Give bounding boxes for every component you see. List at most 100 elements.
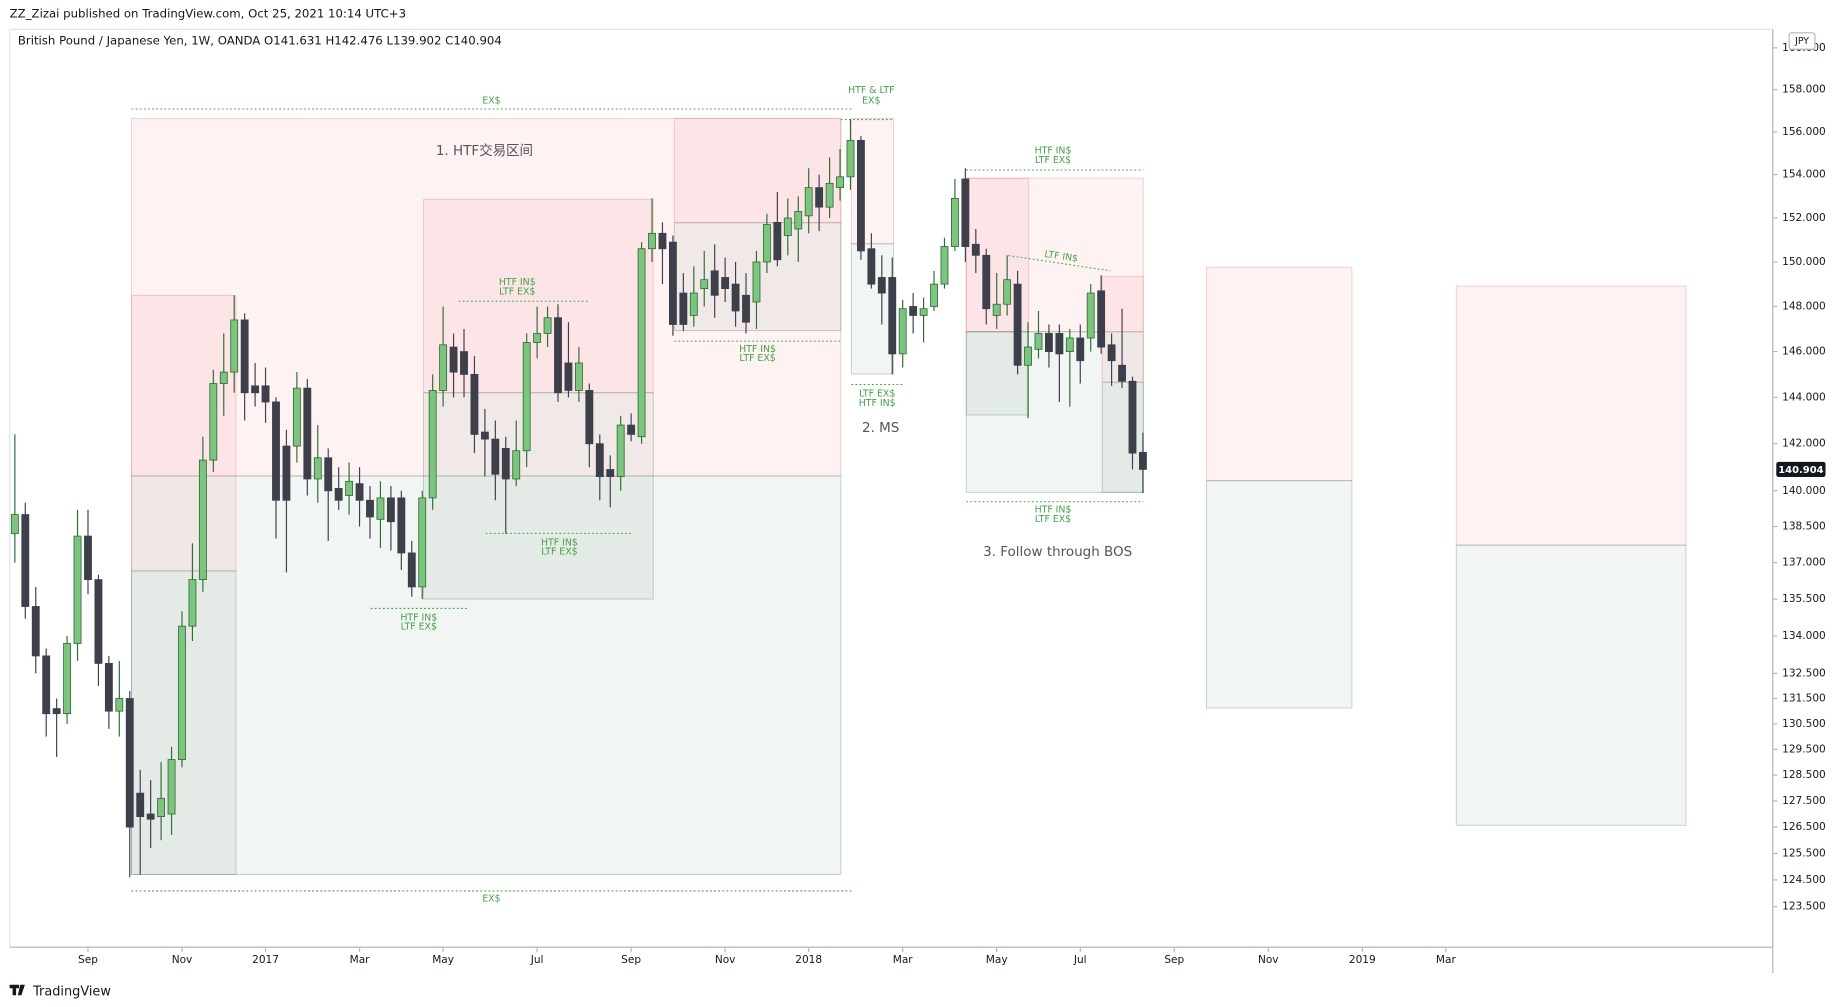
y-tick-label: 152.000 [1782,212,1826,224]
x-tick-label: May [986,954,1008,966]
currency-label: JPY [1794,36,1809,47]
candle-body [668,241,677,325]
candle-body [240,319,249,394]
zone [1206,266,1353,482]
candle-body [63,643,72,715]
candle-body [825,182,834,208]
symbol-legend: British Pound / Japanese Yen, 1W, OANDA … [18,34,502,48]
candle-body [888,277,897,355]
x-tick-label: Nov [1258,954,1279,966]
candle-body [52,708,61,715]
candle-body [73,535,82,644]
x-tick-label: Sep [78,954,98,966]
x-tick-label: 2017 [252,954,279,966]
x-tick-label: Mar [350,954,371,966]
annotation: LTF EX$ [401,622,437,633]
x-tick-label: May [432,954,454,966]
candle-body [658,232,667,250]
candle-body [198,459,207,581]
candle-body [856,139,865,252]
candle-body [209,383,218,461]
candle-body [710,270,719,296]
candle-body [1118,364,1126,382]
zone [422,198,654,394]
zone [1206,480,1353,709]
currency-box [1788,32,1816,50]
candle-body [449,346,458,373]
candle-body [971,243,980,256]
candle-body [1034,333,1043,350]
annotation: 1. HTF交易区间 [436,142,533,159]
annotation: LTF EX$ [1035,155,1071,166]
zone [673,117,842,224]
publish-header: ZZ_Zizai published on TradingView.com, O… [10,7,406,21]
x-tick-label: 2018 [795,954,822,966]
candle-body [992,303,1001,316]
candle-body [1003,279,1012,305]
zone [131,294,237,572]
y-tick-label: 142.000 [1782,438,1826,450]
candle-body [355,483,364,501]
candle-body [386,497,395,523]
candle-body [334,488,343,501]
y-tick-label: 158.000 [1782,84,1826,96]
y-tick-label: 156.000 [1782,126,1826,138]
candle-body [804,187,813,217]
candle-body [606,469,615,478]
zone [131,475,842,875]
candle-body [272,401,280,501]
candle-body [616,424,625,478]
candle-body [585,390,594,445]
candle-body [554,317,562,394]
y-tick-label: 146.000 [1782,346,1826,358]
y-tick-label: 131.500 [1782,693,1826,705]
annotation: 3. Follow through BOS [983,544,1132,560]
x-tick-label: Jul [1073,954,1087,966]
candle-body [418,497,427,588]
candle-body [1045,333,1053,353]
zone [1455,544,1687,826]
candle-body [10,514,19,535]
y-tick-label: 154.000 [1782,169,1826,181]
x-tick-label: Sep [1164,954,1184,966]
candle-body [407,552,416,588]
candle-body [324,457,333,492]
annotation: HTF IN$ [400,612,437,623]
candle-body [982,254,991,310]
candle-body [501,447,510,480]
candle-body [136,792,145,818]
annotation: HTF IN$ [739,344,776,355]
candle-body [627,424,636,435]
x-tick-label: Mar [893,954,914,966]
candle-body [366,499,374,518]
tv-logo [9,984,25,996]
candle-body [345,480,354,496]
candles [10,119,1147,878]
candle-body [167,759,176,815]
candle-body [877,277,886,294]
x-tick-label: Sep [621,954,641,966]
y-tick-label: 150.000 [1782,256,1826,268]
candle-body [1055,333,1064,355]
candle-body [1107,344,1116,362]
candle-body [1013,283,1022,366]
candle-body [491,438,500,475]
annotation: 2. MS [862,420,899,436]
annotation: EX$ [862,95,880,106]
y-tick-label: 138.500 [1782,521,1826,533]
candle-body [21,514,30,607]
y-tick-label: 126.500 [1782,821,1826,833]
candle-body [84,535,92,581]
candle-body [1139,451,1147,470]
candle-body [940,246,949,285]
candle-body [376,497,385,520]
x-tick-label: Nov [715,954,736,966]
candle-body [637,248,646,438]
candle-body [428,390,437,499]
candle-body [522,342,531,452]
candle-body [230,319,239,373]
candle-body [313,457,322,480]
y-tick-label: 124.500 [1782,874,1826,886]
y-tick-label: 137.000 [1782,557,1826,569]
x-tick-label: Mar [1436,954,1457,966]
